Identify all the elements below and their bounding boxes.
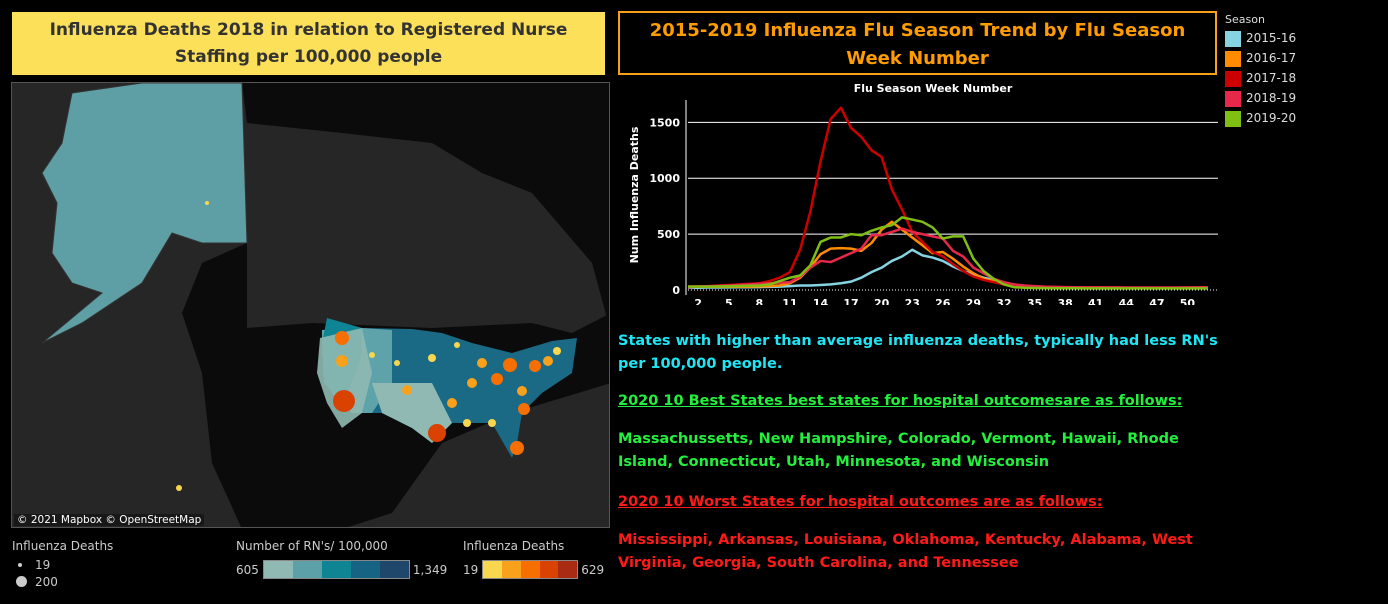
line-chart[interactable]: Flu Season Week Number Num Influenza Deat… [618, 80, 1228, 310]
x-tick-label: 50 [1180, 297, 1196, 305]
rn-color-scale [262, 560, 410, 579]
legend-item-2018-19[interactable]: 2018-19 [1225, 88, 1296, 108]
size-legend-small: 19 [35, 558, 51, 572]
rn-legend-title: Number of RN's/ 100,000 [236, 539, 388, 553]
season-legend-title: Season [1225, 13, 1265, 26]
color-step-0 [483, 561, 503, 578]
x-tick-label: 17 [843, 297, 858, 305]
legend-item-2019-20[interactable]: 2019-20 [1225, 108, 1296, 128]
size-legend-large: 200 [35, 575, 58, 589]
y-tick-label: 0 [672, 284, 680, 297]
series-line-2017-18 [687, 106, 1208, 290]
x-tick-label: 11 [782, 297, 797, 305]
legend-item-2017-18[interactable]: 2017-18 [1225, 68, 1296, 88]
size-legend: Influenza Deaths 19 200 [12, 539, 113, 589]
rn-legend: Number of RN's/ 100,000 605 1,349 [236, 539, 447, 579]
series-line-2019-20 [688, 216, 1208, 290]
x-tick-label: 20 [874, 297, 890, 305]
legend-label: 2017-18 [1246, 71, 1297, 85]
map-attribution[interactable]: © 2021 Mapbox © OpenStreetMap [14, 514, 205, 526]
x-tick-label: 14 [813, 297, 829, 305]
x-tick-label: 38 [1057, 297, 1072, 305]
deaths-legend-title: Influenza Deaths [463, 539, 565, 553]
x-tick-label: 44 [1119, 297, 1135, 305]
color-step-2 [520, 561, 540, 578]
deaths-legend-min: 19 [463, 562, 479, 577]
y-tick-label: 1000 [649, 172, 680, 185]
series-line-2016-17 [688, 220, 1208, 290]
x-tick-label: 41 [1088, 297, 1103, 305]
alaska-region[interactable] [41, 83, 248, 344]
y-tick-label: 500 [657, 228, 680, 241]
season-legend: Season 2015-16 2016-17 2017-18 2018-19 2019-… [1225, 12, 1296, 128]
color-step-3 [350, 561, 380, 578]
chart-title: 2015-2019 Influenza Flu Season Trend by … [618, 11, 1217, 75]
legend-label: 2018-19 [1246, 91, 1297, 105]
large-circle-icon [16, 576, 27, 587]
x-tick-label: 5 [725, 297, 733, 305]
size-legend-title: Influenza Deaths [12, 539, 114, 553]
legend-swatch [1225, 110, 1241, 127]
choropleth-map[interactable]: © 2021 Mapbox © OpenStreetMap [11, 82, 610, 528]
deaths-color-scale [482, 560, 579, 579]
legend-swatch [1225, 90, 1241, 107]
legend-item-2015-16[interactable]: 2015-16 [1225, 28, 1296, 48]
legend-label: 2019-20 [1246, 111, 1297, 125]
legend-label: 2015-16 [1246, 31, 1297, 45]
x-tick-label: 23 [905, 297, 920, 305]
legend-swatch [1225, 30, 1241, 47]
color-step-1 [292, 561, 322, 578]
y-tick-label: 1500 [649, 116, 680, 129]
deaths-legend-max: 629 [581, 562, 605, 577]
color-step-2 [321, 561, 351, 578]
x-tick-label: 35 [1027, 297, 1042, 305]
best-states-list: Massachussetts, New Hampshire, Colorado,… [618, 431, 1179, 470]
color-step-1 [502, 561, 521, 578]
color-step-4 [558, 561, 578, 578]
x-tick-label: 2 [694, 297, 702, 305]
x-tick-label: 32 [996, 297, 1011, 305]
chart-axis-title: Flu Season Week Number [854, 82, 1013, 95]
color-step-0 [263, 561, 293, 578]
rn-legend-max: 1,349 [412, 562, 448, 577]
worst-states-list: Mississippi, Arkansas, Louisiana, Oklaho… [618, 532, 1193, 571]
small-circle-icon [18, 563, 22, 567]
us-southwest-states[interactable] [317, 328, 372, 428]
deaths-legend: Influenza Deaths 19 629 [463, 539, 604, 579]
legend-label: 2016-17 [1246, 51, 1297, 65]
map-canvas[interactable] [12, 83, 610, 528]
canada-landmass [242, 83, 609, 326]
color-step-3 [539, 561, 559, 578]
rn-legend-min: 605 [236, 562, 259, 577]
notes-panel: States with higher than average influenz… [618, 330, 1218, 575]
legend-swatch [1225, 50, 1241, 67]
color-step-4 [379, 561, 409, 578]
legend-swatch [1225, 70, 1241, 87]
x-tick-label: 26 [935, 297, 951, 305]
legend-item-2016-17[interactable]: 2016-17 [1225, 48, 1296, 68]
best-states-heading: 2020 10 Best States best states for hosp… [618, 393, 1183, 409]
map-title: Influenza Deaths 2018 in relation to Reg… [12, 12, 605, 75]
x-tick-label: 8 [756, 297, 764, 305]
summary-text: States with higher than average influenz… [618, 333, 1218, 372]
y-axis-label: Num Influenza Deaths [628, 126, 641, 263]
worst-states-heading: 2020 10 Worst States for hospital outcom… [618, 494, 1103, 510]
x-tick-label: 29 [966, 297, 981, 305]
death-bubbles [176, 201, 561, 491]
x-tick-label: 47 [1149, 297, 1164, 305]
